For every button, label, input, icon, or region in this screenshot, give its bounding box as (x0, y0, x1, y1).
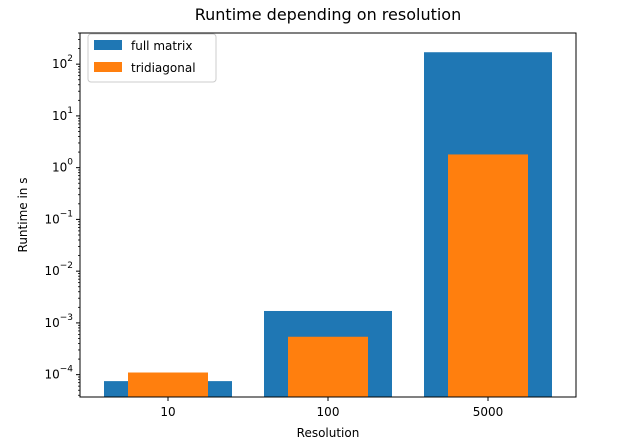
x-tick-label: 100 (317, 405, 340, 419)
y-tick-label: 10−1 (44, 209, 73, 226)
legend-swatch-tridiagonal (94, 62, 122, 72)
x-tick-label: 10 (160, 405, 175, 419)
y-tick-label: 10−3 (44, 313, 73, 330)
chart-title: Runtime depending on resolution (195, 5, 461, 24)
x-axis: 10 100 5000 (160, 397, 503, 419)
bar-tridiagonal-100 (288, 336, 368, 397)
y-tick-label: 10−4 (44, 365, 73, 382)
legend-label-tridiagonal: tridiagonal (131, 61, 196, 75)
bars-layer (104, 52, 552, 397)
y-axis: 10−4 10−3 10−2 10−1 100 101 102 (44, 32, 80, 396)
legend-label-full-matrix: full matrix (131, 39, 192, 53)
legend: full matrix tridiagonal (87, 33, 217, 83)
x-axis-label: Resolution (297, 426, 360, 439)
legend-swatch-full-matrix (94, 40, 122, 50)
y-tick-label: 100 (52, 158, 73, 175)
x-tick-label: 5000 (473, 405, 504, 419)
y-axis-label: Runtime in s (16, 178, 30, 253)
y-tick-label: 101 (52, 106, 73, 123)
bar-tridiagonal-10 (128, 372, 208, 397)
bar-tridiagonal-5000 (448, 154, 528, 397)
y-tick-label: 10−2 (44, 261, 73, 278)
y-tick-label: 102 (52, 54, 73, 71)
